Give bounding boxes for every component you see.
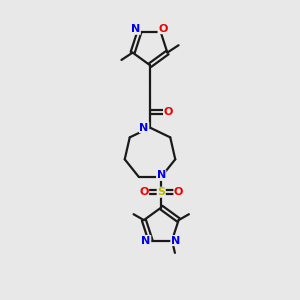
Text: O: O	[164, 107, 173, 117]
Text: N: N	[140, 123, 149, 133]
Text: N: N	[142, 236, 151, 245]
Text: N: N	[157, 170, 166, 180]
Text: O: O	[139, 187, 148, 197]
Text: N: N	[131, 24, 140, 34]
Text: O: O	[158, 24, 167, 34]
Text: S: S	[157, 187, 165, 197]
Text: N: N	[171, 236, 180, 245]
Text: O: O	[174, 187, 183, 197]
